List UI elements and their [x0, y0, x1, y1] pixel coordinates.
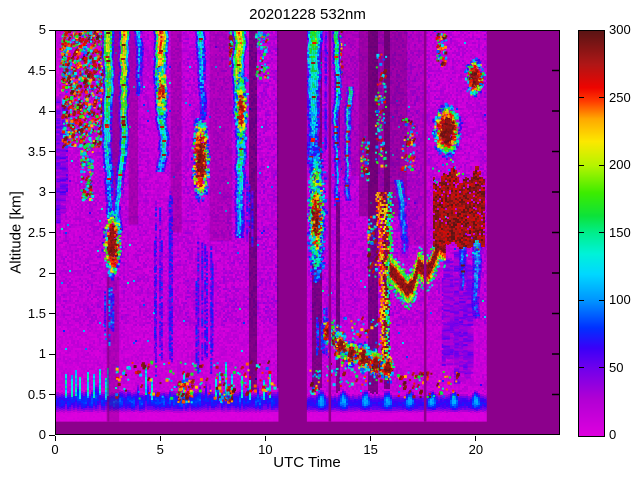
- y-tick-mark: [49, 272, 55, 274]
- x-tick-label: 20: [468, 442, 484, 457]
- y-tick-label: 2: [38, 265, 46, 280]
- colorbar-tick-label: 50: [609, 359, 624, 375]
- colorbar-tick-mark: [579, 299, 584, 301]
- colorbar-tick-label: 150: [609, 224, 631, 240]
- y-tick-mark: [49, 191, 55, 193]
- colorbar-tick-mark: [579, 232, 584, 233]
- y-tick-label: 1: [38, 346, 46, 361]
- y-tick-label: 4.5: [27, 62, 46, 78]
- colorbar-tick-label: 0: [609, 427, 617, 442]
- x-tick-label: 10: [258, 442, 273, 457]
- colorbar: [578, 30, 605, 437]
- colorbar-tick-mark: [599, 367, 604, 368]
- x-tick-mark: [370, 436, 372, 441]
- x-axis-label: UTC Time: [273, 454, 341, 471]
- x-tick-mark: [475, 436, 477, 441]
- colorbar-tick-mark: [599, 232, 604, 233]
- y-tick-label: 5: [38, 22, 46, 37]
- y-tick-label: 4: [38, 103, 46, 118]
- y-tick-mark: [49, 110, 55, 112]
- y-tick-label: 2.5: [27, 224, 46, 240]
- x-tick-label: 0: [51, 442, 59, 457]
- plot-title: 20201228 532nm: [249, 6, 366, 23]
- y-tick-mark: [49, 434, 55, 436]
- colorbar-tick-label: 100: [609, 292, 631, 307]
- colorbar-tick-label: 250: [609, 89, 631, 105]
- y-tick-mark: [49, 313, 55, 314]
- y-tick-mark: [49, 353, 55, 355]
- y-tick-label: 0: [38, 427, 46, 442]
- x-tick-label: 15: [363, 442, 378, 457]
- y-tick-mark: [49, 232, 55, 233]
- y-tick-mark: [49, 394, 55, 395]
- y-tick-mark: [49, 151, 55, 152]
- x-tick-mark: [54, 436, 56, 441]
- y-tick-mark: [49, 29, 55, 31]
- y-tick-mark: [49, 70, 55, 71]
- y-tick-label: 1.5: [27, 305, 46, 321]
- x-tick-label: 5: [156, 442, 164, 457]
- x-tick-mark: [264, 436, 266, 441]
- y-tick-label: 0.5: [27, 386, 46, 402]
- colorbar-tick-mark: [599, 164, 604, 166]
- colorbar-tick-label: 200: [609, 157, 631, 172]
- y-tick-label: 3.5: [27, 143, 46, 159]
- colorbar-tick-mark: [579, 97, 584, 98]
- x-tick-mark: [159, 436, 161, 441]
- y-tick-label: 3: [38, 184, 46, 199]
- heatmap-canvas: [55, 30, 560, 435]
- colorbar-tick-mark: [599, 97, 604, 98]
- colorbar-tick-mark: [579, 164, 584, 166]
- colorbar-tick-label: 300: [609, 22, 631, 37]
- colorbar-tick-mark: [599, 299, 604, 301]
- colorbar-tick-mark: [579, 367, 584, 368]
